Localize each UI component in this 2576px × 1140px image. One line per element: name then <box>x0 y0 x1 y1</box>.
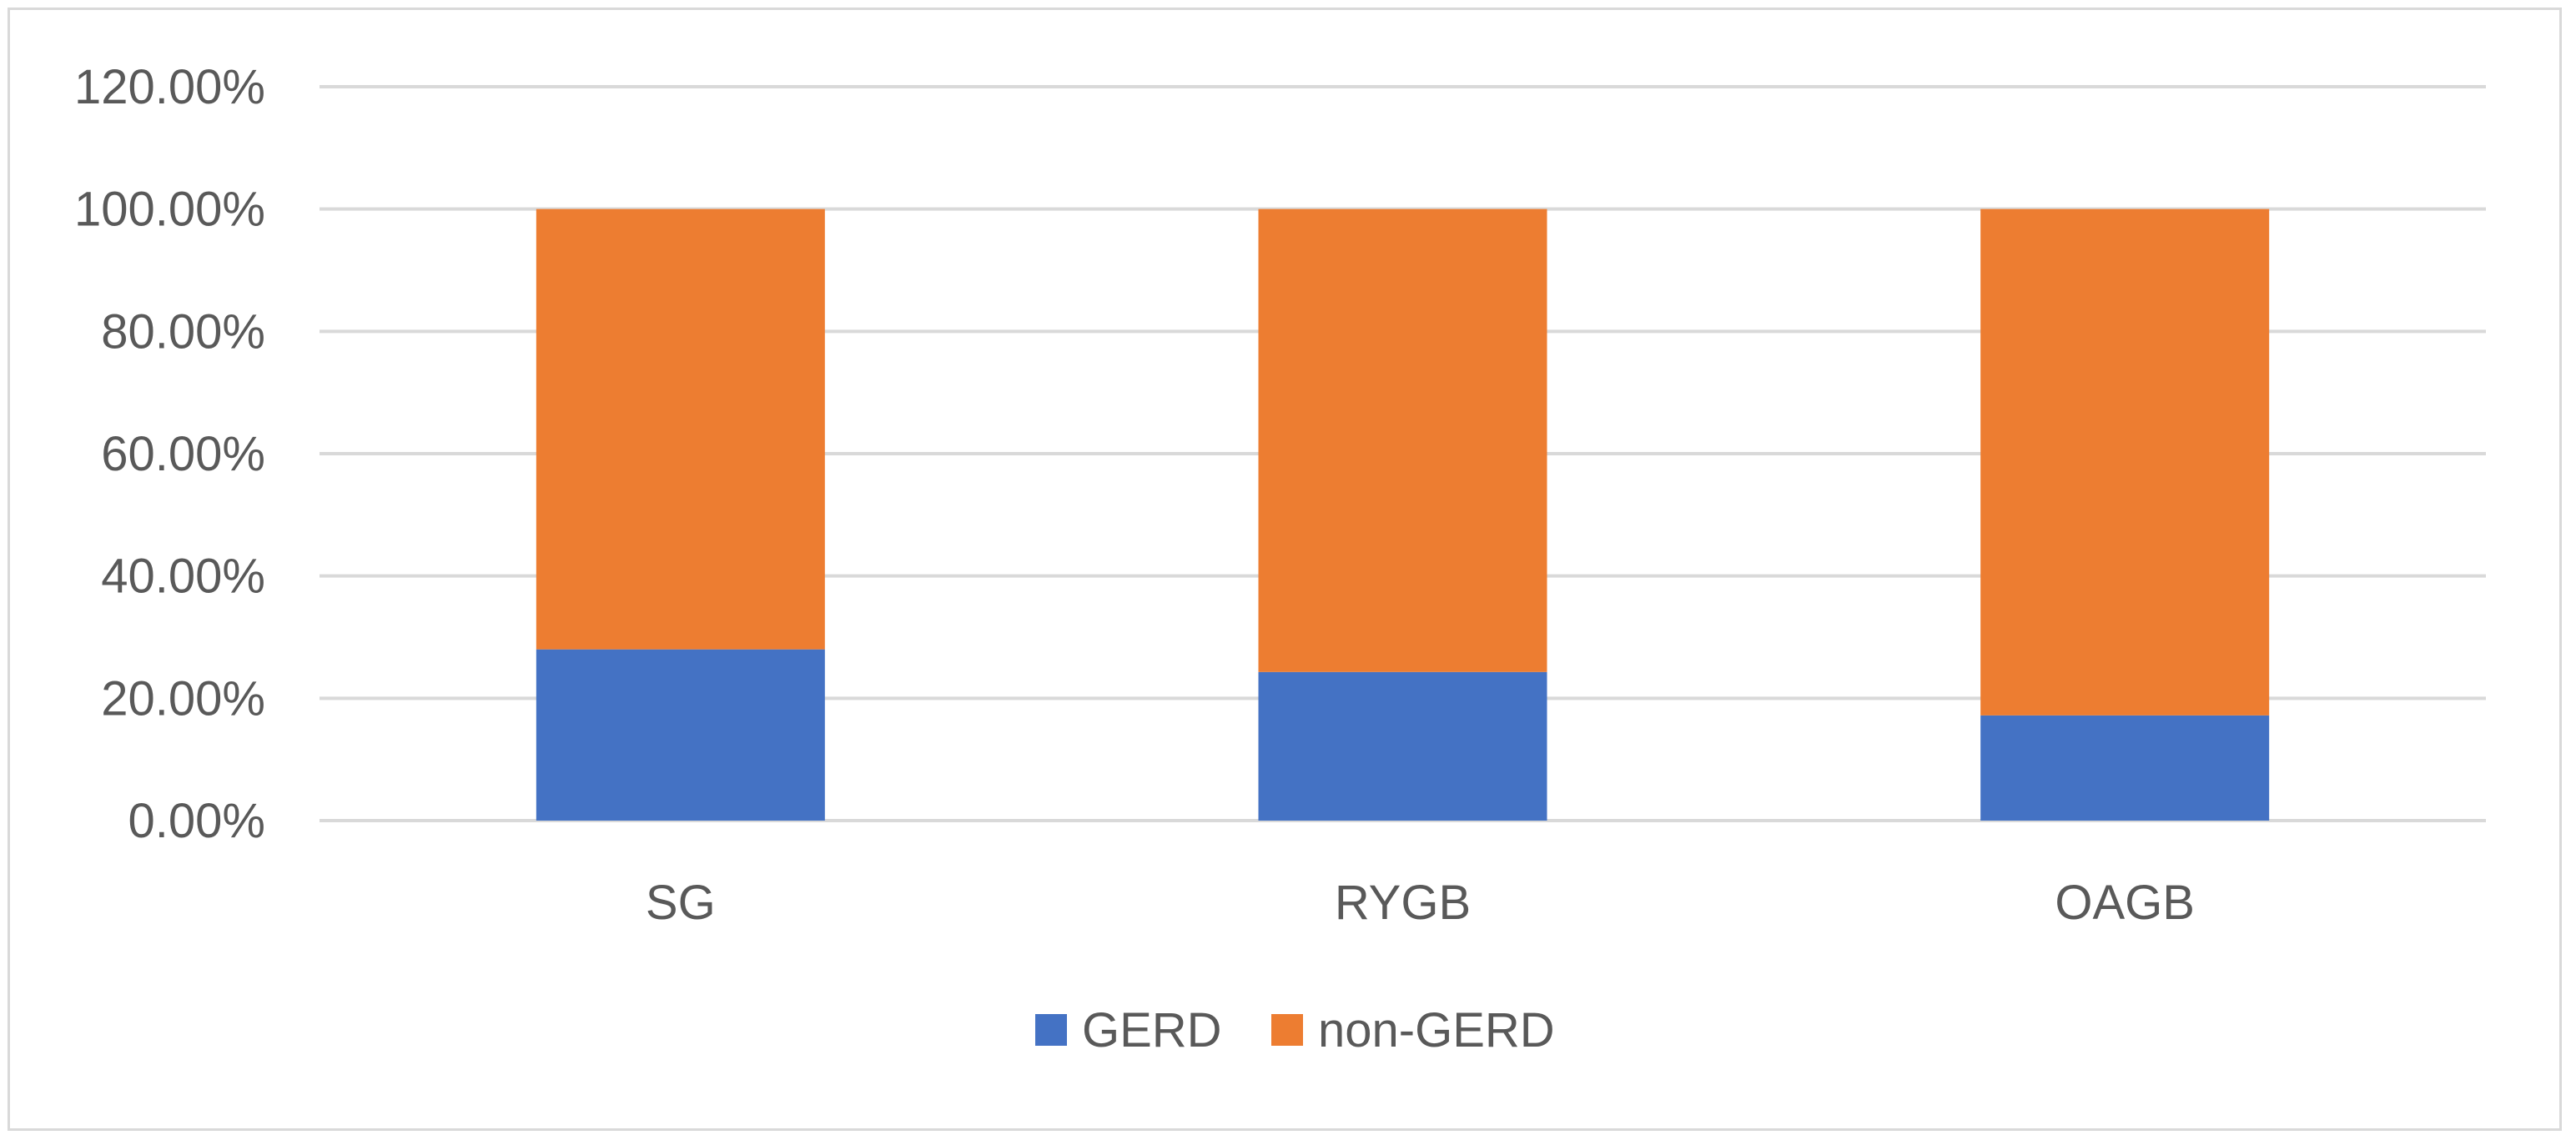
x-tick-label: RYGB <box>1335 876 1471 930</box>
bar-gerd-sg <box>536 649 825 821</box>
legend: GERD non-GERD <box>1035 1003 1555 1057</box>
bar-non-gerd-rygb <box>1258 208 1547 672</box>
legend-label: non-GERD <box>1318 1003 1555 1057</box>
x-tick-label: OAGB <box>2055 876 2195 930</box>
y-tick-label: 20.00% <box>101 671 265 726</box>
y-tick-label: 0.00% <box>128 794 265 848</box>
legend-swatch <box>1035 1014 1067 1046</box>
y-tick-label: 100.00% <box>74 183 265 237</box>
bar-non-gerd-sg <box>536 208 825 650</box>
bar-non-gerd-oagb <box>1980 208 2270 716</box>
y-tick-label: 120.00% <box>74 60 265 114</box>
bars <box>536 208 2270 821</box>
bar-gerd-oagb <box>1980 715 2270 821</box>
y-tick-label: 40.00% <box>101 550 265 604</box>
y-tick-label: 60.00% <box>101 427 265 481</box>
y-axis-tick-labels: 0.00% 20.00% 40.00% 60.00% 80.00% 100.00% 120.… <box>74 60 265 848</box>
bar-gerd-rygb <box>1258 671 1547 821</box>
x-tick-label: SG <box>646 876 716 930</box>
legend-label: GERD <box>1082 1003 1222 1057</box>
x-axis-category-labels: SG RYGB OAGB <box>646 876 2195 930</box>
y-tick-label: 80.00% <box>101 304 265 359</box>
legend-swatch <box>1271 1014 1303 1046</box>
